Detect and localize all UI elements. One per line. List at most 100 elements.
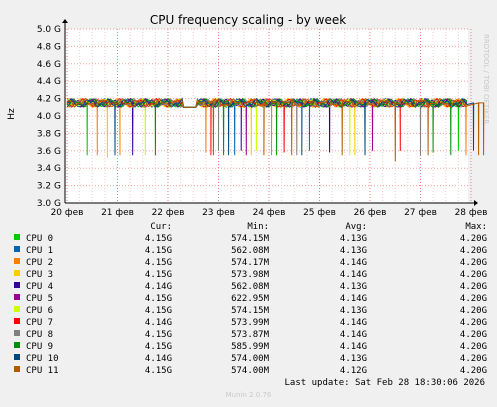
legend-avg: 4.13G [339, 246, 367, 256]
legend-name: CPU 5 [26, 294, 54, 304]
x-tick-label: 24 фев [253, 208, 286, 218]
legend-max: 4.20G [459, 294, 487, 304]
legend-name: CPU 7 [26, 318, 54, 328]
axes [62, 19, 478, 206]
y-tick-label: 3.2 G [37, 182, 61, 192]
legend-row: CPU 2 4.15G 574.17M 4.14G 4.20G [0, 258, 497, 269]
legend-cur: 4.15G [144, 294, 172, 304]
legend-cur: 4.15G [144, 342, 172, 352]
legend-cur: 4.15G [144, 270, 172, 280]
legend-min: 574.15M [231, 306, 269, 316]
legend-min: 573.99M [231, 318, 269, 328]
legend-min: 573.87M [231, 330, 269, 340]
legend-avg: 4.14G [339, 294, 367, 304]
legend-min: 585.99M [231, 342, 269, 352]
legend-header-avg: Avg: [345, 222, 367, 232]
x-tick-label: 26 фев [354, 208, 387, 218]
y-tick-label: 5.0 G [37, 25, 61, 35]
legend-max: 4.20G [459, 306, 487, 316]
legend-avg: 4.14G [339, 318, 367, 328]
legend-swatch [14, 234, 20, 240]
legend-cur: 4.15G [144, 366, 172, 376]
legend-max: 4.20G [459, 354, 487, 364]
legend-header-max: Max: [465, 222, 487, 232]
legend-avg: 4.13G [339, 306, 367, 316]
legend-max: 4.20G [459, 282, 487, 292]
legend-max: 4.20G [459, 234, 487, 244]
legend-swatch [14, 246, 20, 252]
legend-min: 574.15M [231, 234, 269, 244]
legend-row: CPU 9 4.15G 585.99M 4.14G 4.20G [0, 342, 497, 353]
legend-name: CPU 0 [26, 234, 54, 244]
legend-avg: 4.12G [339, 366, 367, 376]
legend-min: 622.95M [231, 294, 269, 304]
legend-avg: 4.14G [339, 330, 367, 340]
x-tick-label: 22 фев [152, 208, 185, 218]
legend-swatch [14, 318, 20, 324]
legend-cur: 4.14G [144, 282, 172, 292]
x-tick-label: 28 фев [455, 208, 488, 218]
legend-max: 4.20G [459, 366, 487, 376]
legend-swatch [14, 366, 20, 372]
legend-header: Cur: Min: Avg: Max: [0, 222, 497, 233]
legend-name: CPU 4 [26, 282, 54, 292]
legend-name: CPU 9 [26, 342, 54, 352]
y-axis-label: Hz [7, 108, 17, 120]
legend-cur: 4.15G [144, 234, 172, 244]
legend-cur: 4.15G [144, 330, 172, 340]
legend-name: CPU 11 [26, 366, 59, 376]
legend-avg: 4.14G [339, 342, 367, 352]
legend-name: CPU 3 [26, 270, 54, 280]
series-line-cpu-10 [66, 97, 475, 156]
legend-row: CPU 0 4.15G 574.15M 4.13G 4.20G [0, 234, 497, 245]
y-axis-arrow [62, 19, 68, 23]
legend-cur: 4.15G [144, 306, 172, 316]
legend-min: 574.00M [231, 366, 269, 376]
legend-header-min: Min: [247, 222, 269, 232]
y-tick-label: 4.4 G [37, 77, 61, 87]
last-update: Last update: Sat Feb 28 18:30:06 2026 [284, 378, 485, 388]
x-tick-label: 21 фев [101, 208, 134, 218]
y-tick-label: 3.8 G [37, 129, 61, 139]
legend-swatch [14, 342, 20, 348]
x-axis-arrow [474, 200, 478, 206]
legend-swatch [14, 258, 20, 264]
legend-max: 4.20G [459, 342, 487, 352]
legend-cur: 4.15G [144, 246, 172, 256]
y-tick-label: 4.8 G [37, 42, 61, 52]
x-tick-label: 23 фев [202, 208, 235, 218]
legend-swatch [14, 294, 20, 300]
legend-row: CPU 10 4.14G 574.00M 4.13G 4.20G [0, 354, 497, 365]
legend-swatch [14, 270, 20, 276]
legend-row: CPU 6 4.15G 574.15M 4.13G 4.20G [0, 306, 497, 317]
legend-row: CPU 5 4.15G 622.95M 4.14G 4.20G [0, 294, 497, 305]
series-lines [66, 97, 485, 162]
legend-row: CPU 3 4.15G 573.98M 4.14G 4.20G [0, 270, 497, 281]
legend-cur: 4.14G [144, 354, 172, 364]
legend-avg: 4.14G [339, 270, 367, 280]
rrdtool-watermark: RRDTOOL / TOBI OETIKER [482, 34, 490, 124]
x-tick-label: 25 фев [303, 208, 336, 218]
legend-avg: 4.13G [339, 354, 367, 364]
series-line-cpu-9 [66, 97, 468, 156]
legend-swatch [14, 306, 20, 312]
legend-name: CPU 2 [26, 258, 54, 268]
chart-title: CPU frequency scaling - by week [150, 13, 346, 27]
legend-cur: 4.14G [144, 318, 172, 328]
legend-swatch [14, 354, 20, 360]
legend-swatch [14, 330, 20, 336]
y-tick-label: 4.0 G [37, 112, 61, 122]
legend-cur: 4.15G [144, 258, 172, 268]
legend-max: 4.20G [459, 270, 487, 280]
legend-min: 574.00M [231, 354, 269, 364]
legend-max: 4.20G [459, 258, 487, 268]
legend-row: CPU 7 4.14G 573.99M 4.14G 4.20G [0, 318, 497, 329]
legend-row: CPU 4 4.14G 562.08M 4.13G 4.20G [0, 282, 497, 293]
legend-name: CPU 1 [26, 246, 54, 256]
y-tick-label: 3.0 G [37, 199, 61, 209]
legend-header-cur: Cur: [150, 222, 172, 232]
tick-labels: 3.0 G 3.2 G 3.4 G 3.6 G 3.8 G 4.0 G 4.2 G 4.4 G… [37, 25, 488, 218]
legend-swatch [14, 282, 20, 288]
x-tick-label: 20 фев [51, 208, 84, 218]
